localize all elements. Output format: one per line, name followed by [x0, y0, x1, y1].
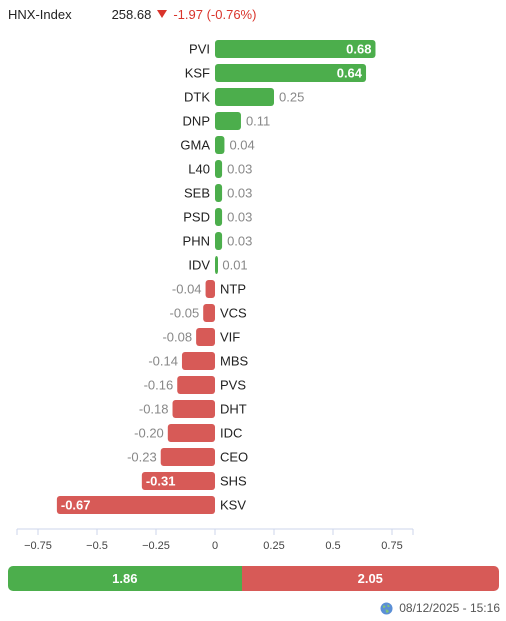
- bar-l40: [215, 160, 223, 178]
- bar-pvi: [215, 40, 376, 58]
- category-label: L40: [188, 162, 210, 177]
- value-label: -0.31: [146, 474, 176, 489]
- category-label: PVI: [189, 42, 210, 57]
- value-label: -0.23: [127, 450, 157, 465]
- value-label: 0.11: [246, 114, 270, 129]
- bar-phn: [215, 232, 223, 250]
- value-label: -0.14: [148, 354, 178, 369]
- bar-ntp: [205, 280, 215, 298]
- bar-gma: [215, 136, 225, 154]
- value-label: 0.03: [227, 186, 252, 201]
- category-label: KSV: [220, 498, 246, 513]
- contribution-bar-chart: PVI 0.68 KSF 0.64 DTK 0.25 DNP 0.11 GMA 0.04 L40 0.…: [16, 40, 414, 552]
- bar-ksv: [56, 496, 215, 514]
- bar-ceo: [160, 448, 215, 466]
- x-tick-label: 0.25: [263, 540, 284, 552]
- bar-psd: [215, 208, 223, 226]
- x-tick-label: 0.75: [381, 540, 402, 552]
- bar-ksf: [215, 64, 367, 82]
- value-label: -0.04: [172, 282, 202, 297]
- value-label: -0.20: [134, 426, 164, 441]
- category-label: DHT: [220, 402, 247, 417]
- index-header: HNX-Index 258.68 -1.97 (-0.76%): [8, 4, 256, 24]
- x-tick-label: −0.75: [24, 540, 52, 552]
- breadth-up-segment: 1.86: [8, 566, 242, 591]
- bar-shs: [141, 472, 215, 490]
- index-change-text: -1.97 (-0.76%): [173, 6, 257, 22]
- bar-idv: [215, 256, 218, 274]
- value-label: -0.05: [170, 306, 200, 321]
- x-tick-label: 0: [212, 540, 218, 552]
- category-label: VCS: [220, 306, 247, 321]
- category-label: GMA: [180, 138, 210, 153]
- category-label: DNP: [183, 114, 210, 129]
- category-label: SEB: [184, 186, 210, 201]
- breadth-down-segment: 2.05: [241, 566, 499, 591]
- index-change: -1.97 (-0.76%): [157, 7, 256, 22]
- value-label: 0.68: [346, 42, 371, 57]
- x-tick-label: 0.5: [325, 540, 340, 552]
- category-label: SHS: [220, 474, 247, 489]
- value-label: -0.08: [162, 330, 192, 345]
- value-label: -0.18: [139, 402, 169, 417]
- value-label: 0.64: [337, 66, 363, 81]
- bar-vif: [196, 328, 215, 346]
- category-label: PSD: [183, 210, 210, 225]
- category-label: NTP: [220, 282, 246, 297]
- value-label: 0.04: [229, 138, 254, 153]
- x-tick-label: −0.5: [86, 540, 108, 552]
- bar-mbs: [181, 352, 215, 370]
- category-label: CEO: [220, 450, 248, 465]
- index-value: 258.68: [111, 6, 152, 22]
- category-label: IDV: [188, 258, 210, 273]
- globe-icon: [380, 601, 393, 615]
- bar-pvs: [177, 376, 215, 394]
- value-label: 0.03: [227, 234, 252, 249]
- value-label: 0.01: [222, 258, 247, 273]
- value-label: -0.16: [144, 378, 174, 393]
- category-label: KSF: [185, 66, 210, 81]
- category-label: PVS: [220, 378, 246, 393]
- breadth-up-label: 1.86: [112, 571, 138, 586]
- value-label: -0.67: [61, 498, 91, 513]
- category-label: IDC: [220, 426, 242, 441]
- bar-seb: [215, 184, 223, 202]
- bar-dtk: [215, 88, 274, 106]
- breadth-down-label: 2.05: [357, 571, 383, 586]
- bar-dnp: [215, 112, 241, 130]
- category-label: MBS: [220, 354, 249, 369]
- value-label: 0.25: [279, 90, 304, 105]
- bar-idc: [167, 424, 215, 442]
- timestamp-text: 08/12/2025 - 15:16: [399, 601, 500, 615]
- value-label: 0.03: [227, 162, 252, 177]
- bar-vcs: [203, 304, 215, 322]
- breadth-bar: 1.86 2.05: [8, 566, 499, 591]
- x-tick-label: −0.25: [142, 540, 170, 552]
- category-label: DTK: [184, 90, 210, 105]
- category-label: VIF: [220, 330, 240, 345]
- down-triangle-icon: [157, 10, 168, 18]
- bar-dht: [172, 400, 215, 418]
- index-name: HNX-Index: [8, 6, 72, 22]
- value-label: 0.03: [227, 210, 252, 225]
- category-label: PHN: [183, 234, 210, 249]
- timestamp: 08/12/2025 - 15:16: [380, 600, 500, 616]
